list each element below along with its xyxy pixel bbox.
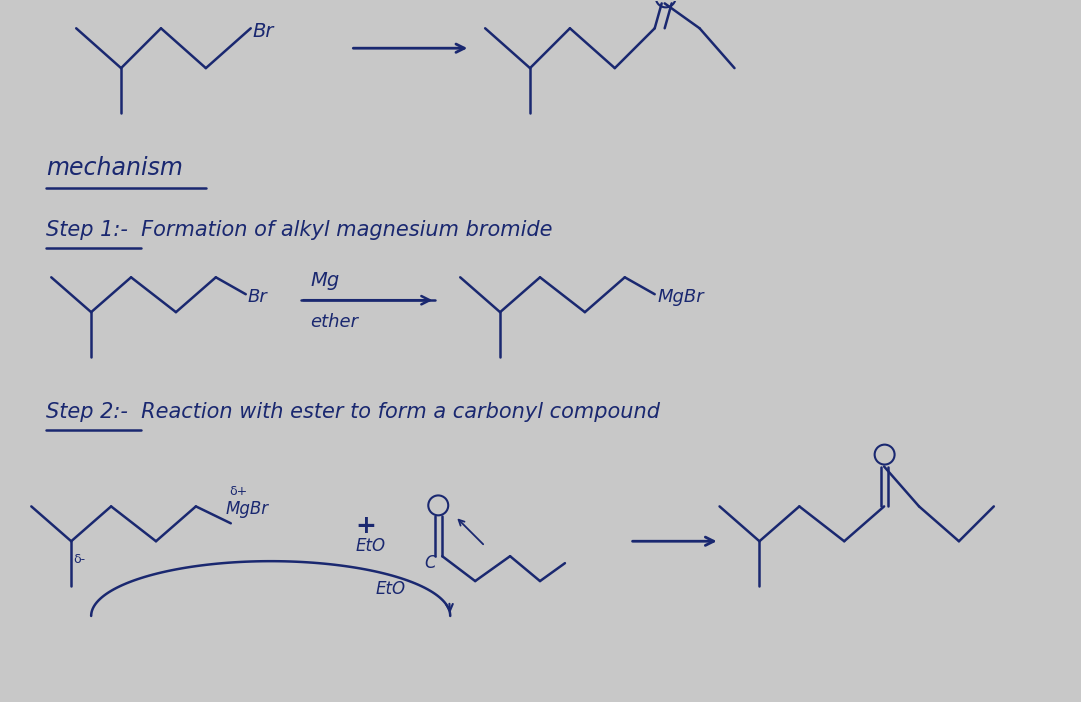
Text: MgBr: MgBr (657, 289, 705, 306)
Text: Br: Br (253, 22, 275, 41)
Text: mechanism: mechanism (46, 156, 183, 180)
Text: EtO: EtO (356, 537, 386, 555)
Text: MgBr: MgBr (226, 501, 269, 518)
Text: Mg: Mg (310, 271, 339, 290)
Text: C: C (425, 554, 436, 572)
Text: ether: ether (310, 313, 359, 331)
Text: Step 1:-  Formation of alkyl magnesium bromide: Step 1:- Formation of alkyl magnesium br… (46, 220, 552, 241)
Text: δ-: δ- (74, 552, 85, 566)
Text: δ+: δ+ (229, 485, 248, 498)
Text: EtO: EtO (375, 580, 405, 598)
Text: Step 2:-  Reaction with ester to form a carbonyl compound: Step 2:- Reaction with ester to form a c… (46, 402, 660, 422)
Text: Br: Br (248, 289, 267, 306)
Text: +: + (356, 515, 376, 538)
